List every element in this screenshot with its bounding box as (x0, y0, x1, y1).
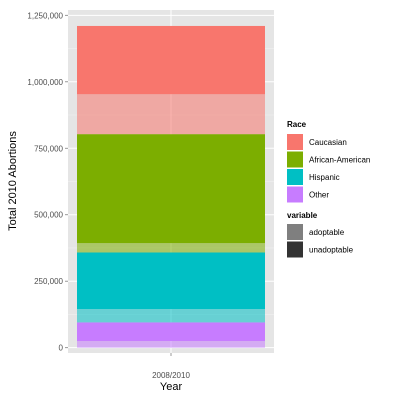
legend-label-african-american: African-American (309, 156, 370, 165)
legend-key-african-american (287, 151, 303, 168)
bar-other-adoptable (77, 322, 265, 342)
bar-hispanic-adoptable (77, 252, 265, 310)
legend-key-caucasian (287, 134, 303, 150)
y-tick-label: 0 (59, 344, 64, 353)
legend-label-unadoptable: unadoptable (309, 246, 354, 255)
legend-race-title: Race (287, 120, 307, 129)
bar-hispanic-unadoptable (77, 309, 265, 323)
y-tick-label: 750,000 (34, 144, 63, 153)
y-axis: 0 250,000 500,000 750,000 1,000,000 1,250,000 (27, 11, 68, 353)
legend-label-hispanic: Hispanic (309, 173, 340, 182)
y-tick-label: 1,000,000 (27, 78, 63, 87)
bar-caucasian-adoptable (77, 25, 265, 95)
bar-other-unadoptable (77, 341, 265, 348)
y-axis-title: Total 2010 Abortions (7, 131, 19, 231)
x-tick-label: 2008/2010 (152, 371, 190, 380)
bars (77, 25, 265, 348)
legend-key-unadoptable (287, 241, 303, 258)
y-tick-label: 250,000 (34, 277, 63, 286)
bar-caucasian-unadoptable (77, 94, 265, 135)
legend-key-hispanic (287, 169, 303, 185)
legend-key-other (287, 186, 303, 203)
x-axis-title: Year (160, 381, 183, 393)
bar-african-american-adoptable (77, 134, 265, 244)
legend-label-other: Other (309, 191, 329, 200)
legend-key-adoptable (287, 224, 303, 240)
bar-african-american-unadoptable (77, 243, 265, 253)
legend-label-caucasian: Caucasian (309, 138, 347, 147)
legend-variable-title: variable (287, 211, 318, 220)
y-tick-label: 500,000 (34, 211, 63, 220)
y-tick-label: 1,250,000 (27, 11, 63, 20)
x-axis: 2008/2010 (152, 353, 190, 380)
legend-label-adoptable: adoptable (309, 228, 345, 237)
